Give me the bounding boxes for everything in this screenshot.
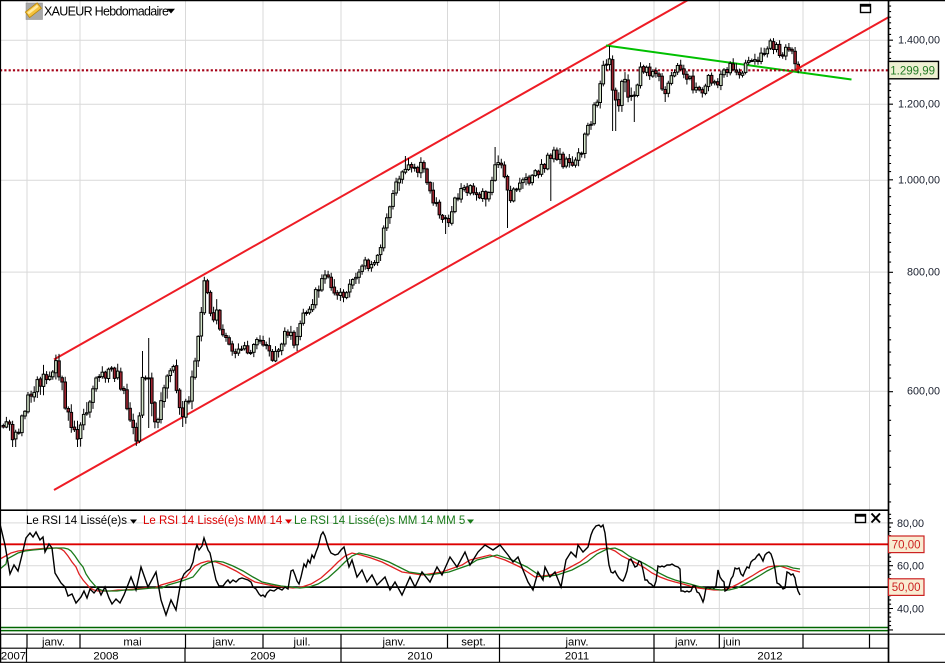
svg-text:600,00: 600,00	[907, 385, 940, 397]
svg-text:1.299,99: 1.299,99	[890, 65, 935, 77]
svg-text:800,00: 800,00	[907, 266, 940, 278]
svg-text:janv.: janv.	[41, 636, 65, 648]
svg-text:2010: 2010	[407, 650, 432, 662]
svg-text:sept.: sept.	[461, 636, 486, 648]
svg-text:2012: 2012	[757, 650, 782, 662]
svg-text:mai: mai	[123, 636, 141, 648]
svg-text:juil.: juil.	[293, 636, 311, 648]
svg-text:XAUEUR Hebdomadaire: XAUEUR Hebdomadaire	[44, 5, 169, 19]
svg-text:Le RSI 14 Lissé(e)s: Le RSI 14 Lissé(e)s	[26, 515, 127, 527]
svg-text:2011: 2011	[565, 650, 589, 662]
svg-text:40,00: 40,00	[897, 604, 924, 616]
svg-text:1.000,00: 1.000,00	[898, 174, 940, 186]
svg-text:2007: 2007	[1, 650, 26, 662]
svg-text:2008: 2008	[93, 650, 118, 662]
svg-text:1.400,00: 1.400,00	[898, 34, 940, 46]
svg-text:Le RSI 14 Lissé(e)s MM 14 MM 5: Le RSI 14 Lissé(e)s MM 14 MM 5	[294, 515, 465, 527]
svg-text:janv.: janv.	[674, 636, 698, 648]
svg-text:1.200,00: 1.200,00	[898, 98, 940, 110]
svg-text:janv.: janv.	[381, 636, 405, 648]
svg-text:70,00: 70,00	[892, 539, 921, 551]
svg-text:juin: juin	[722, 636, 741, 648]
svg-text:janv.: janv.	[211, 636, 235, 648]
svg-text:80,00: 80,00	[897, 518, 924, 530]
svg-text:janv.: janv.	[564, 636, 588, 648]
svg-text:50,00: 50,00	[892, 582, 921, 594]
svg-text:Le RSI 14 Lissé(e)s MM 14: Le RSI 14 Lissé(e)s MM 14	[143, 515, 283, 527]
svg-text:2009: 2009	[250, 650, 275, 662]
svg-text:60,00: 60,00	[897, 561, 924, 573]
